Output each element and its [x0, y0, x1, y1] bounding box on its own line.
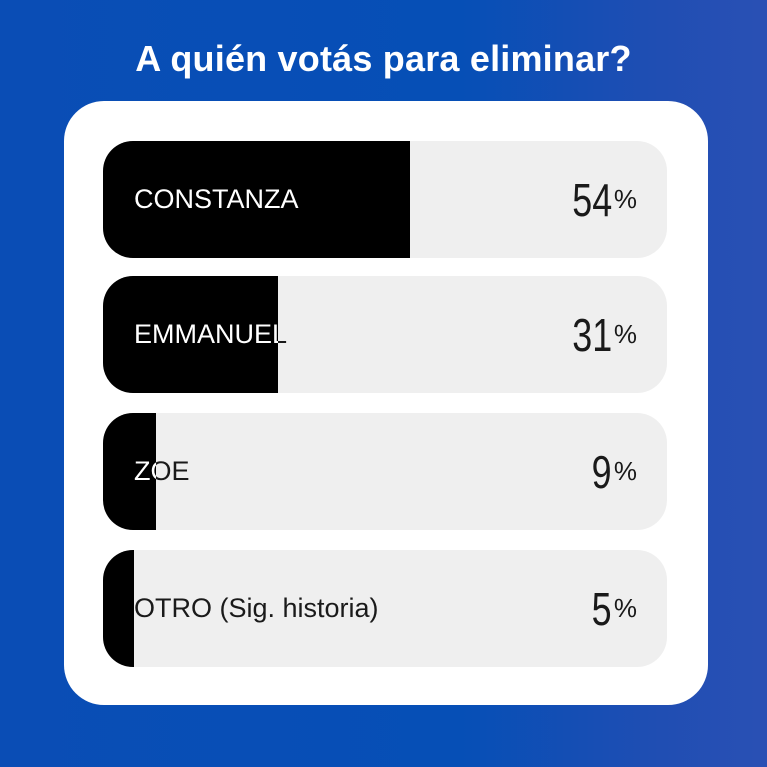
option-label-inverse: EMMANUEL — [134, 319, 278, 349]
percent-value: 9 — [591, 445, 612, 498]
option-percent: 5% — [586, 550, 637, 667]
option-label: EMMANUEL — [134, 319, 288, 349]
percent-value: 31 — [571, 308, 612, 361]
percent-sign: % — [613, 184, 637, 214]
option-percent: 9% — [586, 413, 637, 530]
poll-option-emmanuel[interactable]: EMMANUEL EMMANUEL 31% — [103, 276, 667, 393]
label-clip: CONSTANZA — [103, 141, 410, 258]
poll-option-otro[interactable]: OTRO (Sig. historia) OTRO (Sig. historia… — [103, 550, 667, 667]
poll-option-zoe[interactable]: ZOE ZOE 9% — [103, 413, 667, 530]
poll-title: A quién votás para eliminar? — [135, 38, 632, 79]
percent-sign: % — [613, 593, 637, 623]
poll-option-constanza[interactable]: CONSTANZA CONSTANZA 54% — [103, 141, 667, 258]
label-clip: OTRO (Sig. historia) — [103, 550, 134, 667]
bar-fill — [103, 141, 410, 258]
percent-value: 5 — [591, 582, 612, 635]
bar-fill — [103, 276, 278, 393]
option-label: ZOE — [134, 456, 190, 486]
option-label-inverse: CONSTANZA — [134, 184, 299, 214]
option-percent: 31% — [561, 276, 637, 393]
option-percent: 54% — [561, 141, 637, 258]
option-label-inverse: ZOE — [134, 456, 156, 486]
percent-sign: % — [613, 319, 637, 349]
percent-sign: % — [613, 456, 637, 486]
label-clip: EMMANUEL — [103, 276, 278, 393]
option-label: OTRO (Sig. historia) — [134, 593, 379, 623]
bar-fill — [103, 413, 156, 530]
poll-card: CONSTANZA CONSTANZA 54% EMMANUEL EMMANUE… — [64, 101, 708, 705]
percent-value: 54 — [571, 173, 612, 226]
label-clip: ZOE — [103, 413, 156, 530]
option-label: CONSTANZA — [134, 184, 299, 214]
bar-fill — [103, 550, 134, 667]
